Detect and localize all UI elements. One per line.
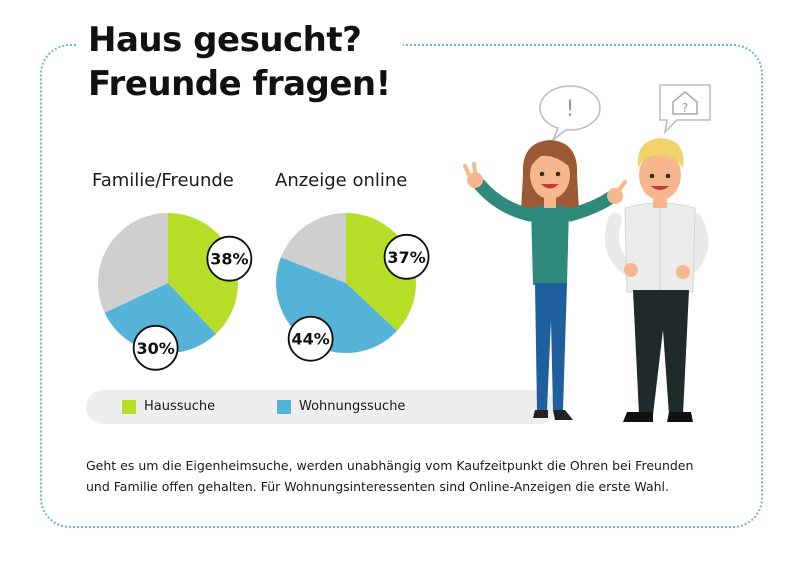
legend-item-wohnungssuche: Wohnungssuche [277, 399, 405, 414]
pie-label-text: 30% [136, 339, 174, 358]
pie-chart-familie: 38% 30% [97, 213, 253, 371]
bubble-left-text: ! [566, 97, 575, 122]
legend-item-haussuche: Haussuche [122, 399, 215, 414]
pie-label-circle [132, 324, 179, 371]
chart-title-anzeige: Anzeige online [275, 170, 408, 191]
title-line-2: Freunde fragen! [88, 64, 391, 104]
chart-title-familie: Familie/Freunde [92, 170, 234, 191]
man-figure [605, 138, 709, 422]
pie-label-text: 37% [387, 248, 425, 267]
woman-figure [463, 140, 627, 420]
pie-slice-wohnungssuche [104, 283, 216, 353]
pie-label-text: 38% [210, 250, 248, 269]
pie-data-label: 30% [132, 324, 179, 371]
title-line-1: Haus gesucht? [88, 20, 362, 60]
legend-swatch-wohnungssuche [277, 399, 291, 414]
pie-label-text: 44% [291, 330, 329, 349]
bubble-right-text: ? [682, 101, 688, 115]
legend-label-wohnungssuche: Wohnungssuche [299, 399, 406, 414]
pie-label-circle [383, 233, 430, 280]
pie-label-circle [206, 235, 253, 282]
pie-label-circle [287, 315, 334, 362]
legend-label-haussuche: Haussuche [144, 399, 216, 414]
page-title: Haus gesucht? Freunde fragen! [76, 18, 403, 106]
description-text: Geht es um die Eigenheimsuche, werden un… [86, 458, 694, 494]
legend-bar [86, 390, 556, 424]
people-illustration: ! ? [463, 84, 711, 422]
pie-data-label: 38% [206, 235, 253, 282]
pie-chart-anzeige: 37% 44% [276, 213, 430, 362]
pie-slice-other [97, 213, 168, 313]
pie-slice-other [280, 213, 346, 283]
speech-bubble-house-question-icon: ? [659, 84, 711, 135]
legend-swatch-haussuche [122, 399, 136, 414]
pie-data-label: 44% [287, 315, 334, 362]
speech-bubble-exclamation-icon: ! [539, 85, 601, 143]
pie-data-label: 37% [383, 233, 430, 280]
